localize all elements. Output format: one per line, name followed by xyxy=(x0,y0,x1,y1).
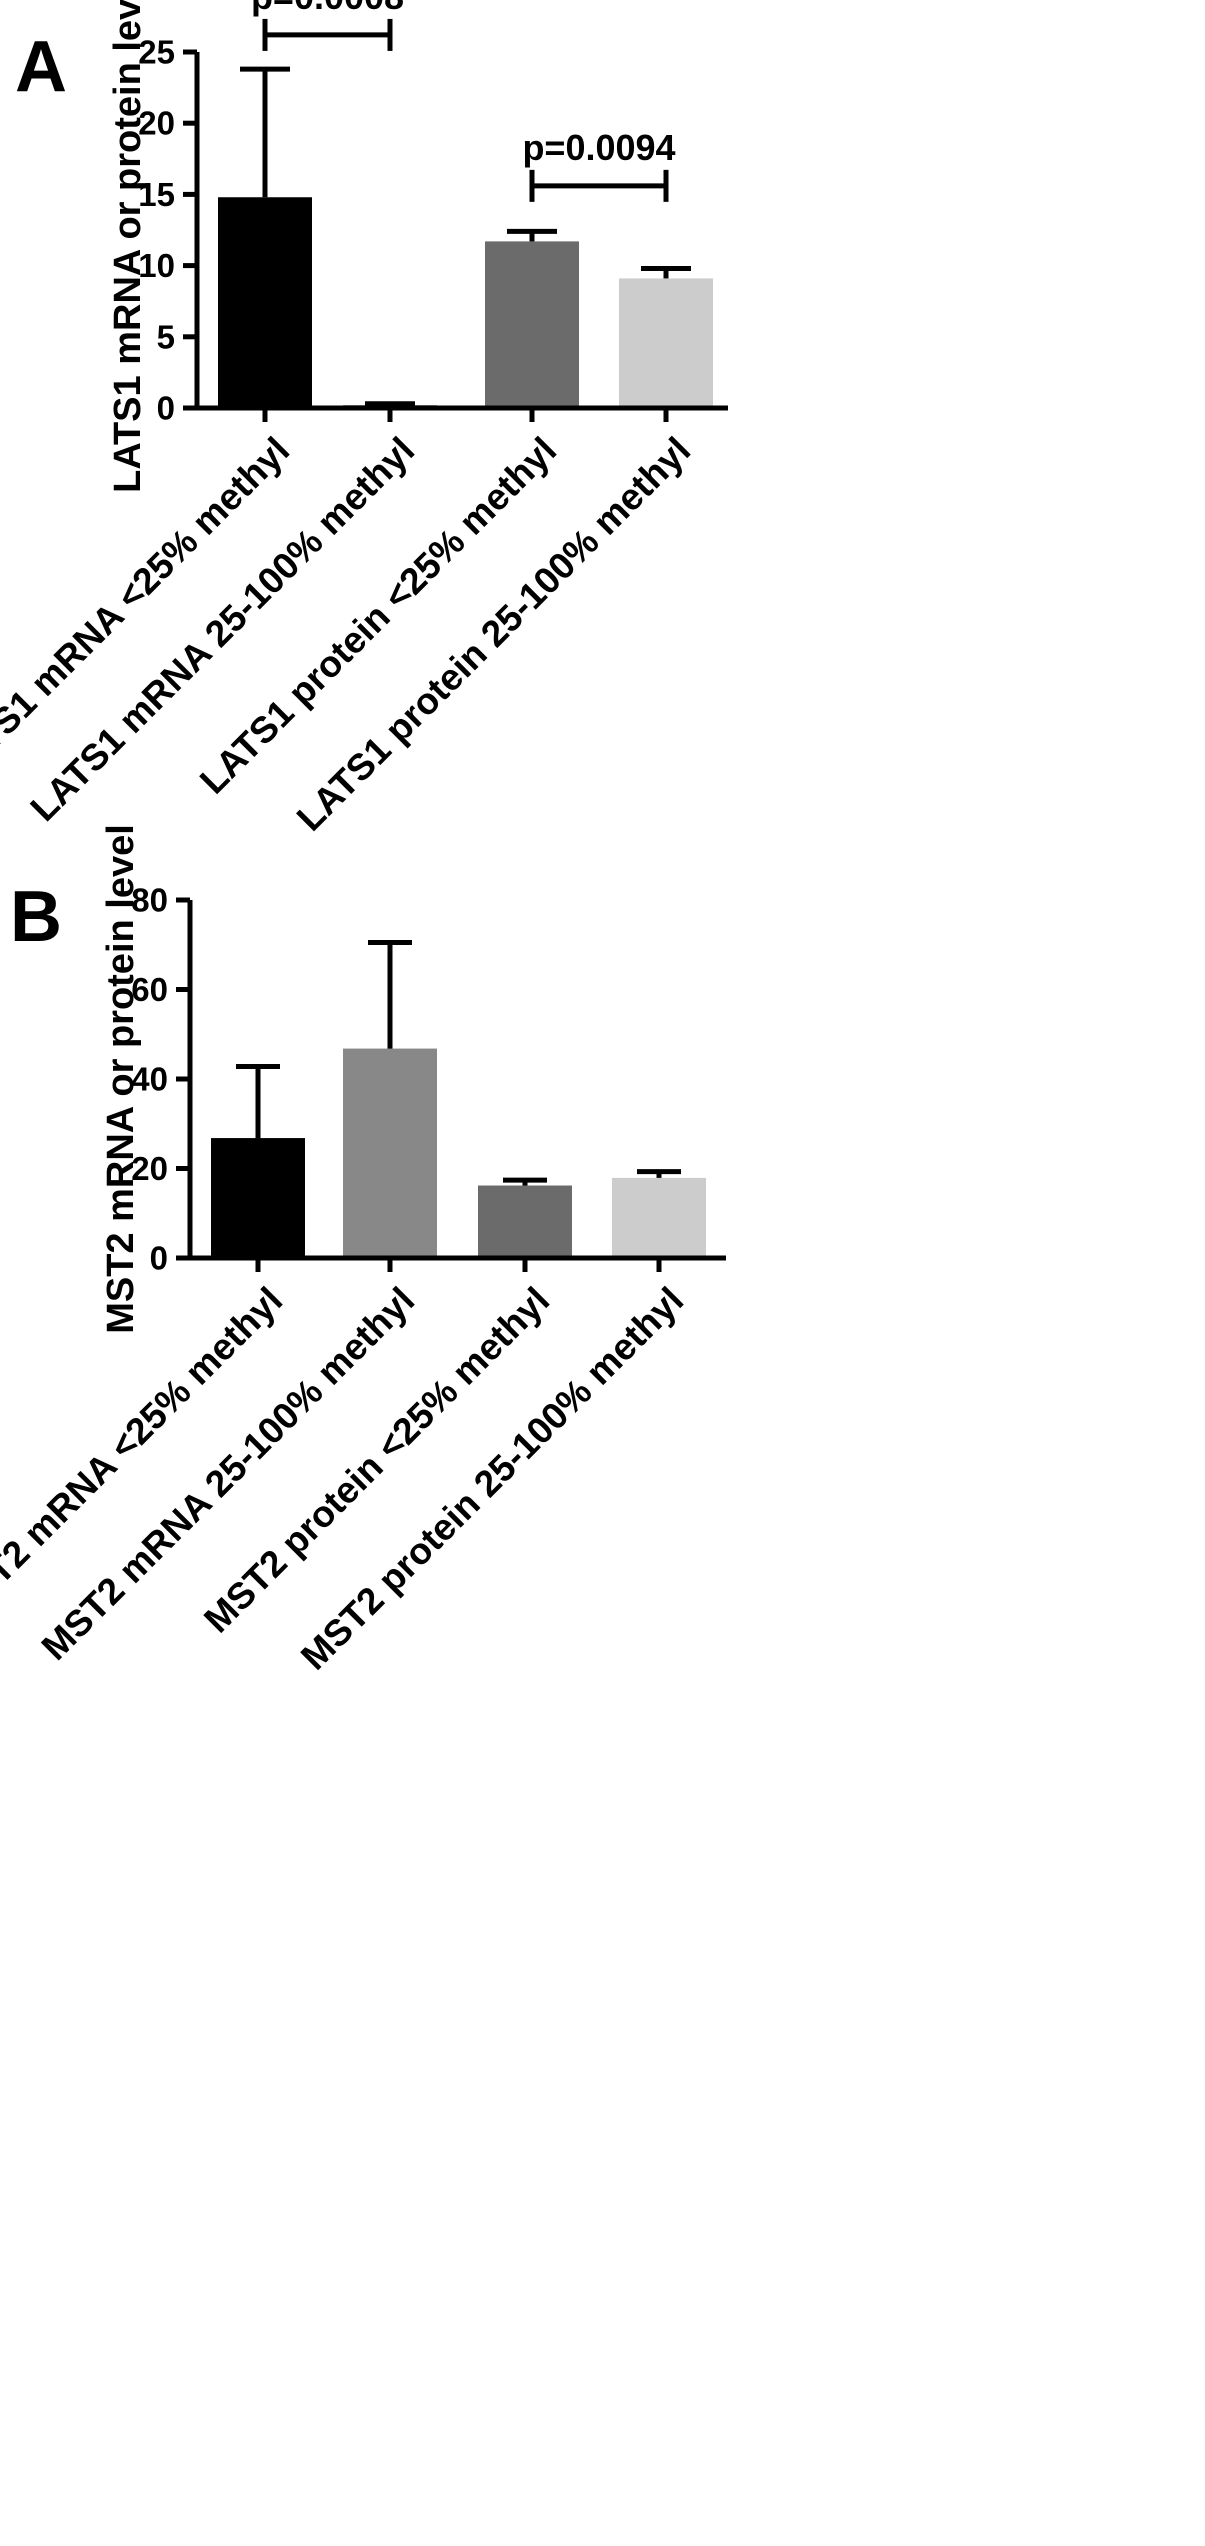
y-tick-label: 80 xyxy=(131,882,168,919)
y-axis-title: LATS1 mRNA or protein level xyxy=(107,0,149,493)
bar xyxy=(478,1185,572,1258)
bar xyxy=(612,1177,706,1258)
bar xyxy=(218,197,312,408)
bar xyxy=(211,1138,305,1258)
y-tick-label: 25 xyxy=(138,34,175,71)
y-tick-label: 0 xyxy=(150,1240,168,1277)
bar xyxy=(485,241,579,408)
y-tick-label: 40 xyxy=(131,1061,168,1098)
y-tick-label: 20 xyxy=(138,105,175,142)
y-tick-label: 20 xyxy=(131,1150,168,1187)
p-value-label: p=0.0094 xyxy=(522,127,675,168)
panel-label: B xyxy=(10,877,62,957)
bar xyxy=(343,1048,437,1258)
y-tick-label: 5 xyxy=(157,318,175,355)
y-tick-label: 10 xyxy=(138,247,175,284)
y-axis-title: MST2 mRNA or protein level xyxy=(100,824,142,1334)
y-tick-label: 60 xyxy=(131,971,168,1008)
p-value-label: p=0.0008 xyxy=(251,0,404,17)
y-tick-label: 15 xyxy=(138,176,175,213)
y-tick-label: 0 xyxy=(157,390,175,427)
bar xyxy=(619,278,713,408)
panel-label: A xyxy=(15,27,67,107)
